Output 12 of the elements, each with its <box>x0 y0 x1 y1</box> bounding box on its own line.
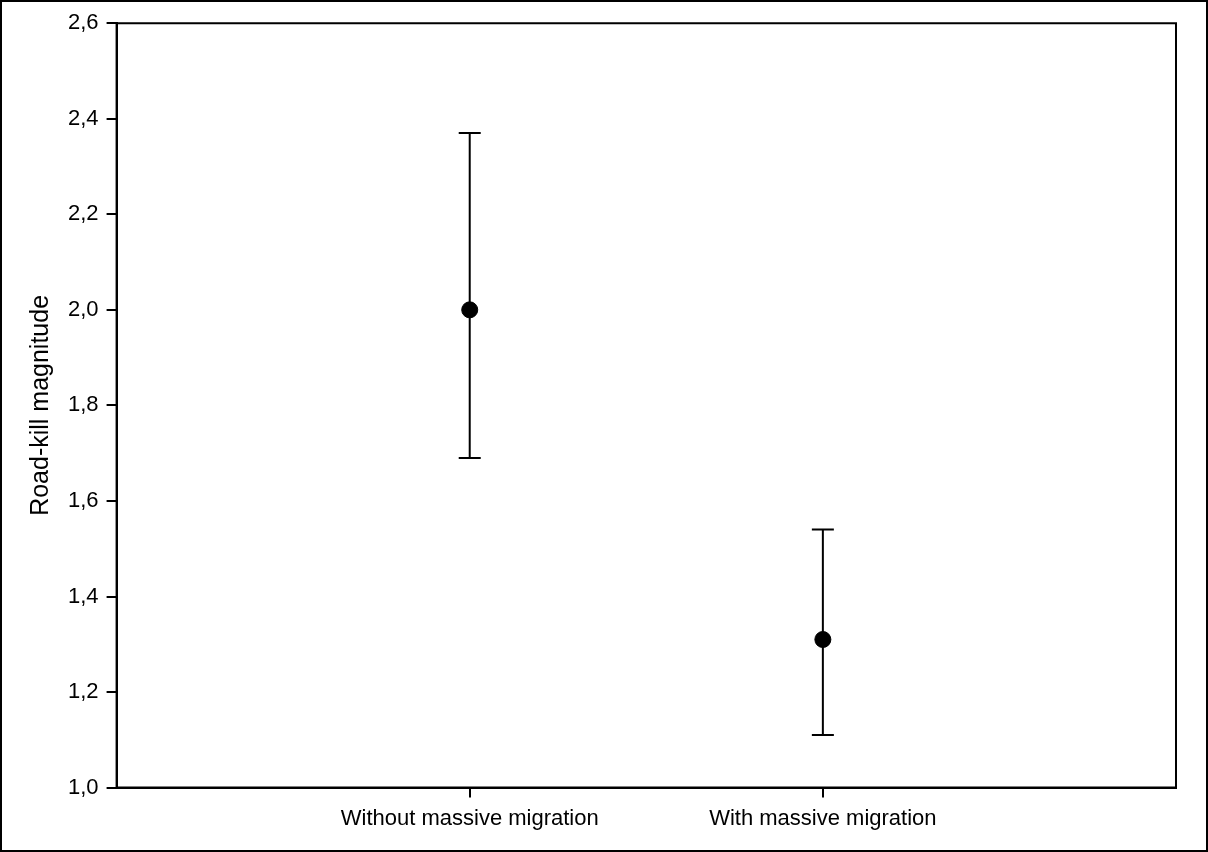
x-tick-label: With massive migration <box>709 804 937 830</box>
y-tick-label: 2,6 <box>67 9 99 35</box>
y-tick-label: 2,0 <box>67 295 99 321</box>
y-axis-title: Road-kill magnitude <box>24 294 53 516</box>
y-tick-label: 1,2 <box>67 678 99 704</box>
y-tick-label: 1,4 <box>67 582 99 608</box>
y-tick-label: 1,0 <box>67 773 99 799</box>
y-tick-label: 2,2 <box>67 200 99 226</box>
x-tick-label: Without massive migration <box>340 804 599 830</box>
y-tick-label: 1,6 <box>67 487 99 513</box>
y-tick-label: 1,8 <box>67 391 99 417</box>
y-tick-label: 2,4 <box>67 104 99 130</box>
